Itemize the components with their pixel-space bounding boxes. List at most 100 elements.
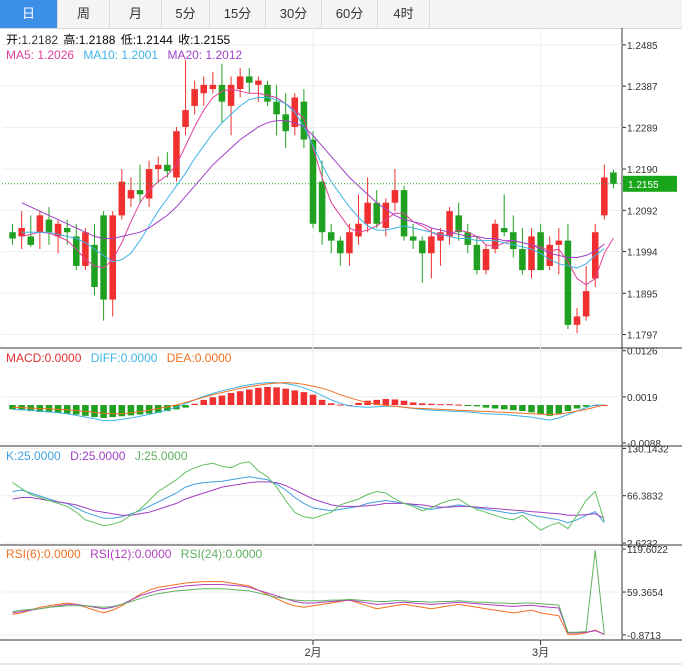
- candle-body: [455, 215, 462, 233]
- rsi6-line: [12, 581, 605, 635]
- price-tick-label: 1.2289: [627, 123, 658, 134]
- candle-body: [245, 76, 253, 83]
- candle-body: [209, 84, 217, 90]
- candle-body: [164, 164, 171, 172]
- candle-body: [300, 101, 308, 140]
- macd-tick-label: 0.0126: [627, 347, 658, 358]
- macd-bar: [464, 405, 472, 407]
- candle-body: [337, 240, 344, 254]
- tab-2[interactable]: 月: [110, 0, 162, 28]
- macd-bar: [318, 399, 326, 406]
- chart-area[interactable]: 开:1.2182 高:1.2188 低:1.2144 收:1.2155 MA5:…: [0, 28, 682, 666]
- macd-bar: [446, 404, 453, 406]
- macd-bar: [337, 404, 344, 406]
- macd-bar: [191, 403, 198, 406]
- tab-1[interactable]: 周: [58, 0, 110, 28]
- candle-body: [528, 236, 535, 271]
- candle-body: [54, 223, 62, 237]
- candle-body: [255, 80, 262, 85]
- macd-bar: [127, 405, 135, 416]
- tab-0[interactable]: 日: [0, 0, 58, 28]
- candle-body: [555, 240, 563, 245]
- macd-bar: [264, 386, 271, 406]
- tab-3[interactable]: 5分: [162, 0, 210, 28]
- macd-bar: [109, 405, 116, 418]
- macd-bar: [473, 405, 481, 407]
- candle-body: [109, 215, 116, 300]
- candle-body: [610, 172, 617, 184]
- price-tick-label: 1.2092: [627, 206, 658, 217]
- candle-body: [227, 84, 235, 106]
- macd-bar: [291, 390, 299, 406]
- candle-body: [446, 211, 453, 237]
- macd-bar: [591, 405, 599, 407]
- candle-body: [45, 219, 53, 233]
- macd-bar: [428, 403, 435, 406]
- candle-body: [18, 228, 25, 237]
- macd-bar: [209, 397, 217, 406]
- macd-bar: [218, 395, 226, 406]
- candle-body: [127, 190, 135, 199]
- ma10-line: [21, 97, 605, 269]
- macd-bar: [300, 392, 308, 406]
- macd-bar: [200, 399, 208, 406]
- macd-bar: [118, 405, 126, 417]
- macd-bar: [582, 405, 590, 407]
- candle-body: [236, 76, 244, 90]
- macd-bar: [309, 394, 317, 406]
- macd-bar: [510, 405, 517, 411]
- j-line: [12, 461, 605, 531]
- date-label: 3月: [532, 647, 549, 659]
- dea-line: [12, 382, 605, 416]
- price-tick-label: 1.2485: [627, 41, 658, 52]
- candle-body: [573, 316, 581, 325]
- tab-4[interactable]: 15分: [210, 0, 266, 28]
- macd-bar: [82, 405, 89, 416]
- candle-body: [63, 228, 71, 233]
- candle-body: [218, 84, 226, 102]
- d-line: [12, 481, 605, 519]
- candle-body: [373, 202, 381, 224]
- macd-bar: [491, 405, 499, 409]
- candle-body: [382, 202, 390, 228]
- candle-body: [191, 89, 198, 106]
- candle-body: [182, 110, 189, 127]
- candle-body: [100, 215, 107, 300]
- ohlc-info: 开:1.2182 高:1.2188 低:1.2144 收:1.2155: [6, 32, 231, 47]
- macd-bar: [245, 389, 253, 406]
- candle-body: [491, 223, 499, 250]
- tab-7[interactable]: 4时: [378, 0, 430, 28]
- candle-body: [327, 232, 335, 241]
- candle-body: [537, 232, 544, 271]
- candle-body: [409, 236, 417, 241]
- rsi24-line: [12, 550, 605, 635]
- macd-bar: [400, 400, 408, 406]
- macd-bar: [236, 391, 244, 406]
- macd-bar: [273, 387, 280, 406]
- candle-body: [546, 244, 553, 266]
- macd-bar: [437, 404, 444, 406]
- macd-bar: [564, 405, 572, 412]
- candle-body: [582, 291, 590, 317]
- macd-bar: [227, 392, 235, 406]
- price-tick-label: 1.1994: [627, 248, 658, 259]
- candle-body: [601, 177, 608, 216]
- price-tick-label: 1.1895: [627, 289, 658, 300]
- candle-body: [200, 84, 208, 94]
- macd-info: MACD:0.0000 DIFF:0.0000 DEA:0.0000: [6, 351, 232, 365]
- current-price-label: 1.2155: [628, 180, 659, 191]
- date-label: 2月: [304, 647, 321, 659]
- macd-bar: [255, 387, 262, 406]
- tab-5[interactable]: 30分: [266, 0, 322, 28]
- tab-6[interactable]: 60分: [322, 0, 378, 28]
- diff-line: [12, 382, 605, 422]
- macd-bar: [327, 403, 335, 406]
- macd-bar: [373, 399, 381, 406]
- macd-bar: [136, 405, 144, 415]
- rsi-tick-label: 119.6022: [627, 545, 668, 556]
- macd-bar: [9, 405, 16, 410]
- kdj-tick-label: 130.1432: [627, 444, 669, 455]
- macd-bar: [519, 405, 526, 412]
- ma20-line: [21, 120, 605, 258]
- rsi-tick-label: 59.3654: [627, 588, 664, 599]
